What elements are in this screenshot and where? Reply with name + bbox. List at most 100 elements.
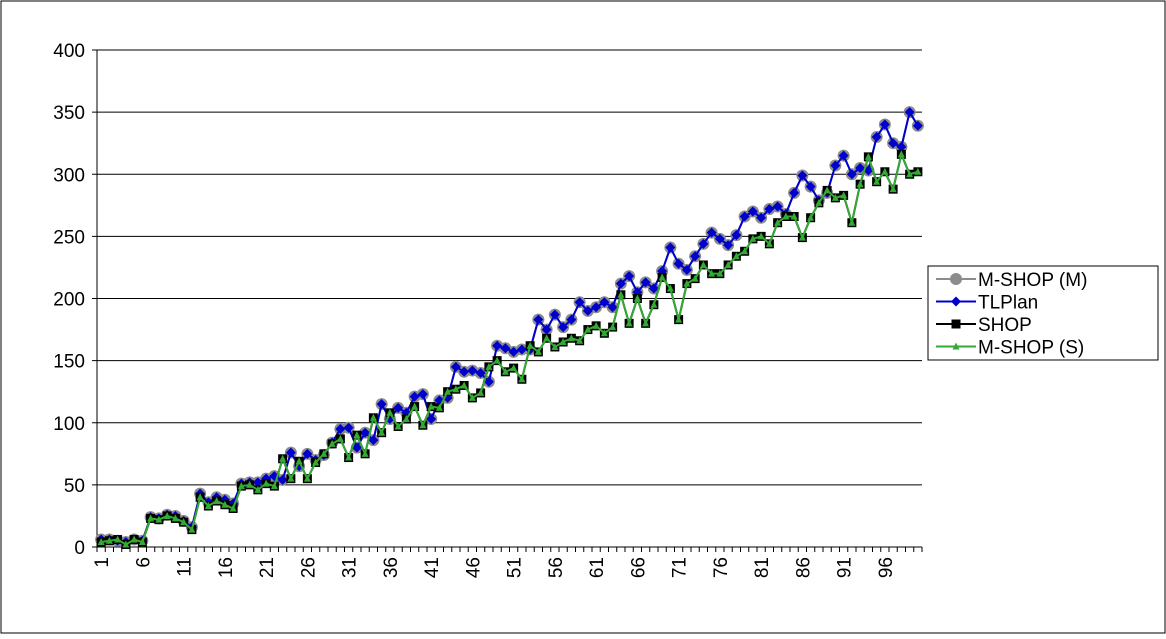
point xyxy=(295,457,303,465)
point xyxy=(353,431,361,439)
point xyxy=(155,515,163,523)
point xyxy=(409,391,420,402)
point xyxy=(237,482,245,490)
x-tick-label: 21 xyxy=(257,557,278,578)
x-tick-label: 81 xyxy=(752,557,773,578)
point xyxy=(724,260,732,268)
point xyxy=(683,279,691,287)
y-tick-label: 0 xyxy=(74,538,85,559)
point xyxy=(351,442,362,453)
x-tick-label: 71 xyxy=(670,557,691,578)
point xyxy=(699,260,707,268)
point xyxy=(402,415,410,423)
point xyxy=(122,540,130,548)
point xyxy=(302,448,313,459)
point xyxy=(665,242,676,253)
point xyxy=(303,474,311,482)
point xyxy=(188,525,196,533)
point xyxy=(904,107,915,118)
point xyxy=(566,314,577,325)
legend-marker xyxy=(950,273,962,285)
x-tick-label: 86 xyxy=(793,557,814,578)
legend-marker xyxy=(951,319,961,329)
point xyxy=(417,389,428,400)
legend-label: SHOP xyxy=(978,315,1032,336)
point xyxy=(624,271,635,282)
point xyxy=(815,198,823,206)
point xyxy=(277,474,288,485)
x-tick-label: 61 xyxy=(587,557,608,578)
point xyxy=(576,336,584,344)
point xyxy=(345,453,353,461)
legend-box xyxy=(927,265,1159,361)
x-tick-label: 36 xyxy=(381,557,402,578)
point xyxy=(213,497,221,505)
x-tick-label: 41 xyxy=(422,557,443,578)
point xyxy=(584,325,592,333)
point xyxy=(114,535,122,543)
point xyxy=(163,511,171,519)
point xyxy=(360,427,371,438)
point xyxy=(873,177,881,185)
point xyxy=(881,167,889,175)
point xyxy=(459,366,470,377)
point xyxy=(591,302,602,313)
point xyxy=(368,435,379,446)
point xyxy=(147,514,155,522)
point xyxy=(741,247,749,255)
point xyxy=(361,449,369,457)
point xyxy=(204,501,212,509)
point xyxy=(543,334,551,342)
point xyxy=(485,362,493,370)
point xyxy=(831,193,839,201)
point xyxy=(328,439,336,447)
point xyxy=(731,230,742,241)
point xyxy=(105,536,113,544)
point xyxy=(419,421,427,429)
x-tick-label: 56 xyxy=(546,557,567,578)
point xyxy=(376,399,387,410)
point xyxy=(285,447,296,458)
point xyxy=(493,356,501,364)
point xyxy=(393,402,404,413)
point xyxy=(450,361,461,372)
point xyxy=(320,449,328,457)
point xyxy=(648,283,659,294)
point xyxy=(706,227,717,238)
x-tick-label: 66 xyxy=(628,557,649,578)
point xyxy=(483,376,494,387)
point xyxy=(467,365,478,376)
y-tick-label: 100 xyxy=(53,414,85,435)
x-tick-label: 6 xyxy=(133,557,154,568)
point xyxy=(97,538,105,546)
y-tick-label: 50 xyxy=(64,476,85,497)
point xyxy=(435,403,443,411)
point xyxy=(599,297,610,308)
legend-marker xyxy=(951,296,961,307)
legend-label: TLPlan xyxy=(978,293,1038,314)
point xyxy=(252,477,263,488)
point xyxy=(508,346,519,357)
point xyxy=(690,251,701,262)
point xyxy=(607,302,618,313)
point xyxy=(617,290,625,298)
point xyxy=(666,284,674,292)
y-tick-label: 300 xyxy=(53,165,85,186)
point xyxy=(756,212,767,223)
x-tick-label: 16 xyxy=(216,557,237,578)
point xyxy=(559,337,567,345)
point xyxy=(871,131,882,142)
point xyxy=(551,342,559,350)
point xyxy=(343,422,354,433)
point xyxy=(757,232,765,240)
point xyxy=(914,167,922,175)
point xyxy=(838,150,849,161)
point xyxy=(846,169,857,180)
point xyxy=(171,514,179,522)
point xyxy=(879,119,890,130)
point xyxy=(312,458,320,466)
point xyxy=(460,381,468,389)
y-tick-label: 150 xyxy=(53,352,85,373)
point xyxy=(262,479,270,487)
